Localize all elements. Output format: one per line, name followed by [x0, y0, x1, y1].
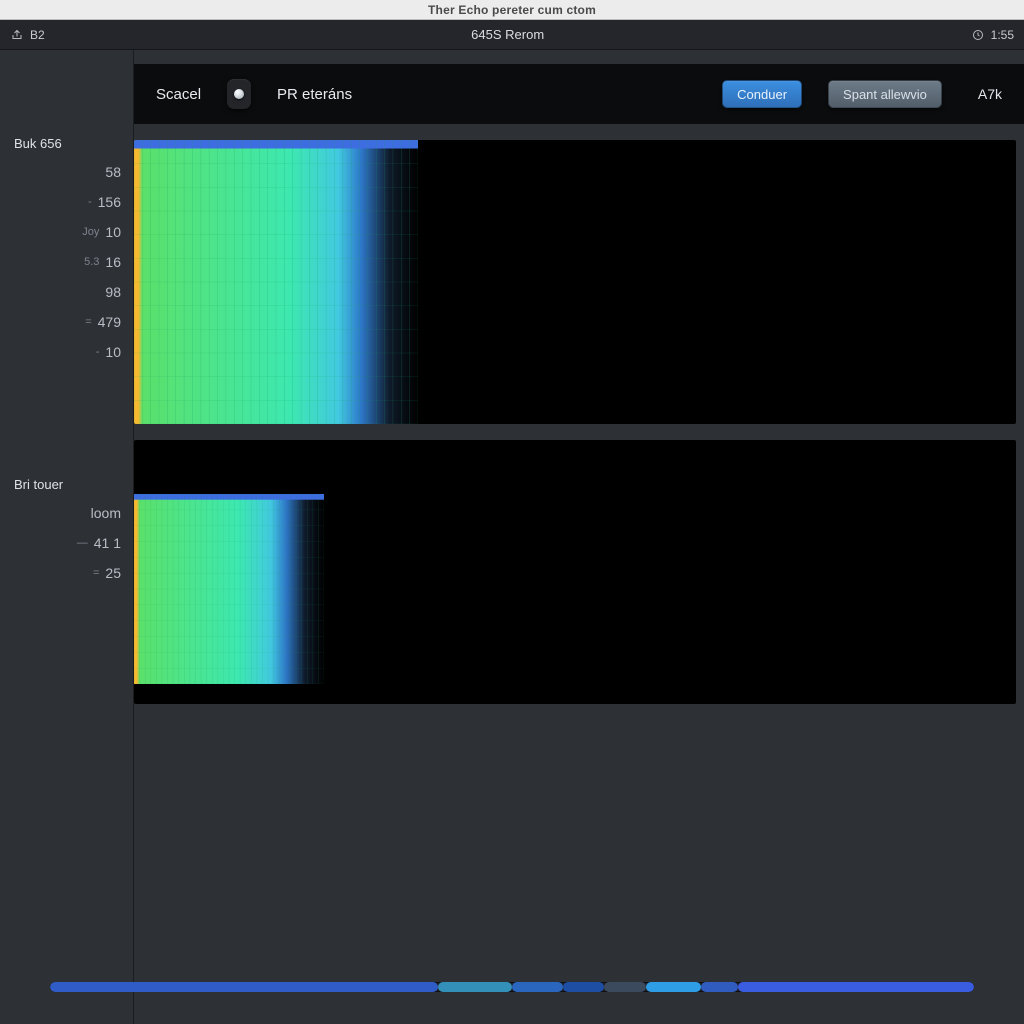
sidebar-row-prefix: =: [85, 316, 91, 328]
export-button-label: Spant allewvio: [843, 87, 927, 102]
window-title: Ther Echo pereter cum ctom: [428, 3, 596, 17]
progress-segment: [604, 982, 646, 992]
sidebar-heading-1: Buk 656: [14, 136, 133, 151]
sidebar-row-value: 98: [105, 284, 121, 300]
sidebar-row-value: 10: [105, 224, 121, 240]
window-titlebar: Ther Echo pereter cum ctom: [0, 0, 1024, 20]
sidebar-row-value: 41 1: [94, 535, 121, 551]
sidebar-row-value: 25: [105, 565, 121, 581]
sidebar: Buk 656 58-156Joy105.31698=479-10 Bri to…: [0, 50, 133, 1024]
toolbar-scale-label: Scacel: [156, 86, 201, 103]
progress-segment: [701, 982, 738, 992]
sidebar-row-prefix: -: [96, 346, 100, 358]
progress-segment: [50, 982, 438, 992]
appbar-left-label: B2: [30, 28, 45, 42]
sidebar-row-value: 16: [105, 254, 121, 270]
main-frame: Buk 656 58-156Joy105.31698=479-10 Bri to…: [0, 50, 1024, 1024]
progress-bar[interactable]: [50, 982, 974, 992]
sidebar-row-prefix: —: [77, 537, 88, 549]
toggle-knob-icon: [234, 89, 244, 99]
progress-segment: [646, 982, 701, 992]
spectrogram-track[interactable]: [134, 140, 1016, 424]
spectrogram-heatmap: [134, 140, 418, 424]
sidebar-row-value: 58: [105, 164, 121, 180]
sidebar-row-value: 10: [105, 344, 121, 360]
sidebar-row-value: 156: [98, 194, 121, 210]
sidebar-row[interactable]: -10: [14, 337, 133, 367]
appbar-right-label: 1:55: [991, 28, 1014, 42]
export-button[interactable]: Spant allewvio: [828, 80, 942, 108]
conduct-button[interactable]: Conduer: [722, 80, 802, 108]
sidebar-row[interactable]: 58: [14, 157, 133, 187]
progress-segment: [563, 982, 605, 992]
app-bar: B2 645S Rerom 1:55: [0, 20, 1024, 50]
conduct-button-label: Conduer: [737, 87, 787, 102]
sidebar-row[interactable]: 5.3 16: [14, 247, 133, 277]
progress-segment: [512, 982, 563, 992]
sidebar-row[interactable]: 98: [14, 277, 133, 307]
clock-icon: [971, 28, 985, 42]
spectrogram-tracks: [134, 140, 1016, 704]
sidebar-row[interactable]: loom: [14, 498, 133, 528]
stage: Scacel PR eteráns Conduer Spant allewvio…: [133, 50, 1024, 1024]
progress-segment: [738, 982, 974, 992]
sidebar-row-prefix: Joy: [82, 226, 99, 238]
sidebar-row[interactable]: = 479: [14, 307, 133, 337]
toolbar: Scacel PR eteráns Conduer Spant allewvio…: [134, 64, 1024, 124]
sidebar-row[interactable]: -156: [14, 187, 133, 217]
toolbar-right-label[interactable]: A7k: [978, 86, 1002, 102]
toolbar-params-label[interactable]: PR eteráns: [277, 86, 352, 103]
progress-segment: [438, 982, 512, 992]
sidebar-row-value: loom: [91, 505, 121, 521]
sidebar-heading-2: Bri touer: [14, 477, 133, 492]
appbar-title: 645S Rerom: [45, 27, 971, 42]
share-icon[interactable]: [10, 28, 24, 42]
sidebar-row[interactable]: = 25: [14, 558, 133, 588]
sidebar-row-prefix: -: [88, 196, 92, 208]
sidebar-row-value: 479: [98, 314, 121, 330]
spectrogram-heatmap: [134, 494, 324, 684]
sidebar-row-prefix: =: [93, 567, 99, 579]
sidebar-row[interactable]: — 41 1: [14, 528, 133, 558]
spectrogram-track[interactable]: [134, 440, 1016, 704]
sidebar-row[interactable]: Joy 10: [14, 217, 133, 247]
scale-toggle[interactable]: [227, 79, 251, 109]
sidebar-row-prefix: 5.3: [84, 256, 99, 268]
